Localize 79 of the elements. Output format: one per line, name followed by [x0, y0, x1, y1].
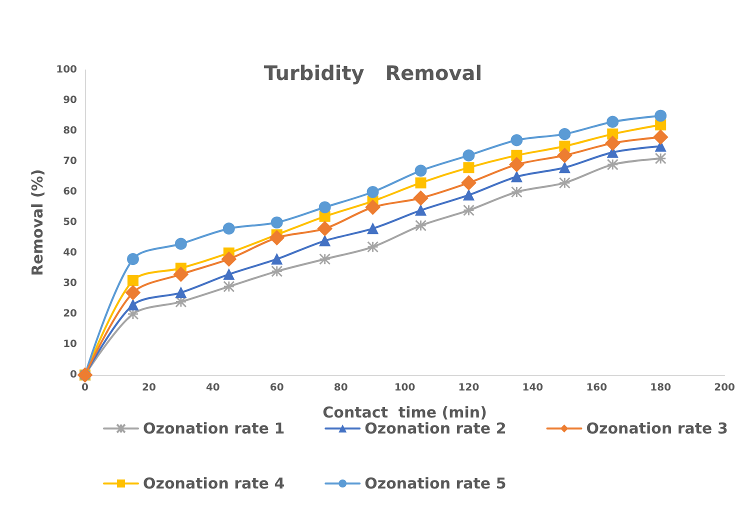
point	[606, 116, 619, 128]
point	[125, 285, 140, 300]
point	[270, 216, 283, 228]
point	[221, 252, 236, 267]
point	[415, 220, 427, 232]
y-tick-label: 90	[63, 95, 78, 106]
point	[271, 266, 283, 278]
x-tick-label: 20	[142, 382, 156, 394]
y-axis-title: Removal (%)	[28, 169, 47, 276]
point	[127, 308, 139, 320]
x-tick-label: 0	[82, 382, 89, 394]
legend-label: Ozonation rate 1	[143, 420, 285, 438]
point	[413, 190, 428, 206]
x-tick-label: 40	[206, 382, 220, 394]
x-tick-label: 100	[394, 382, 416, 394]
point	[222, 222, 235, 235]
legend-label: Ozonation rate 4	[143, 474, 285, 492]
point	[654, 110, 667, 122]
point	[463, 162, 474, 174]
point	[415, 204, 426, 216]
point	[223, 280, 235, 292]
point	[126, 253, 139, 266]
point	[509, 157, 524, 172]
y-tick-label: 80	[63, 126, 78, 136]
chart-title: Turbidity Removal	[264, 61, 482, 85]
point	[557, 148, 572, 163]
point	[367, 241, 379, 253]
point	[462, 204, 474, 216]
x-axis-title: Contact time (min)	[322, 404, 487, 422]
point	[318, 201, 331, 214]
x-tick-label: 140	[522, 382, 544, 394]
point	[605, 136, 620, 151]
point	[559, 162, 570, 174]
y-tick-label: 50	[63, 217, 78, 228]
point	[606, 158, 618, 170]
x-tick-label: 120	[458, 382, 480, 394]
point	[415, 177, 426, 188]
point	[511, 171, 522, 182]
legend-label: Ozonation rate 2	[364, 420, 506, 438]
point	[127, 299, 138, 310]
point	[127, 274, 138, 286]
point	[654, 152, 666, 164]
point	[510, 186, 522, 198]
y-tick-label: 10	[63, 339, 78, 350]
y-tick-label: 20	[63, 308, 78, 320]
point	[462, 149, 475, 162]
y-tick-label: 30	[63, 278, 78, 289]
point	[317, 221, 332, 236]
legend-label: Ozonation rate 5	[364, 474, 506, 492]
x-tick-label: 160	[586, 382, 608, 394]
point	[558, 177, 570, 189]
y-tick-label: 100	[56, 64, 78, 76]
point	[175, 287, 186, 298]
point	[463, 190, 474, 201]
x-tick-label: 200	[714, 382, 736, 394]
x-tick-label: 60	[270, 382, 284, 394]
point	[365, 200, 380, 215]
y-tick-label: 0	[70, 370, 78, 380]
legend-label: Ozonation rate 3	[586, 420, 728, 438]
x-tick-label: 180	[650, 382, 672, 394]
x-tick-label: 80	[334, 382, 348, 394]
point	[174, 238, 187, 250]
point	[271, 254, 282, 265]
point	[269, 230, 284, 246]
point	[319, 253, 331, 265]
point	[558, 128, 571, 140]
point	[510, 134, 523, 146]
y-tick-label: 40	[63, 248, 78, 258]
point	[319, 235, 330, 246]
point	[223, 268, 234, 280]
y-tick-label: 60	[63, 186, 78, 198]
point	[414, 164, 427, 177]
point	[653, 130, 668, 145]
point	[461, 175, 476, 190]
y-tick-label: 70	[63, 156, 78, 167]
point	[367, 223, 378, 234]
point	[366, 186, 379, 198]
point	[173, 266, 188, 282]
point	[175, 296, 187, 308]
